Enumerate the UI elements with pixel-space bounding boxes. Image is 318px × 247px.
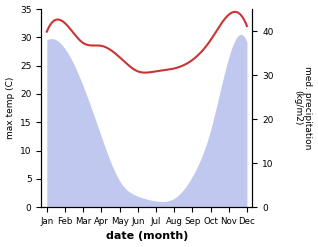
X-axis label: date (month): date (month) (106, 231, 188, 242)
Y-axis label: med. precipitation
(kg/m2): med. precipitation (kg/m2) (293, 66, 313, 150)
Y-axis label: max temp (C): max temp (C) (5, 77, 15, 139)
